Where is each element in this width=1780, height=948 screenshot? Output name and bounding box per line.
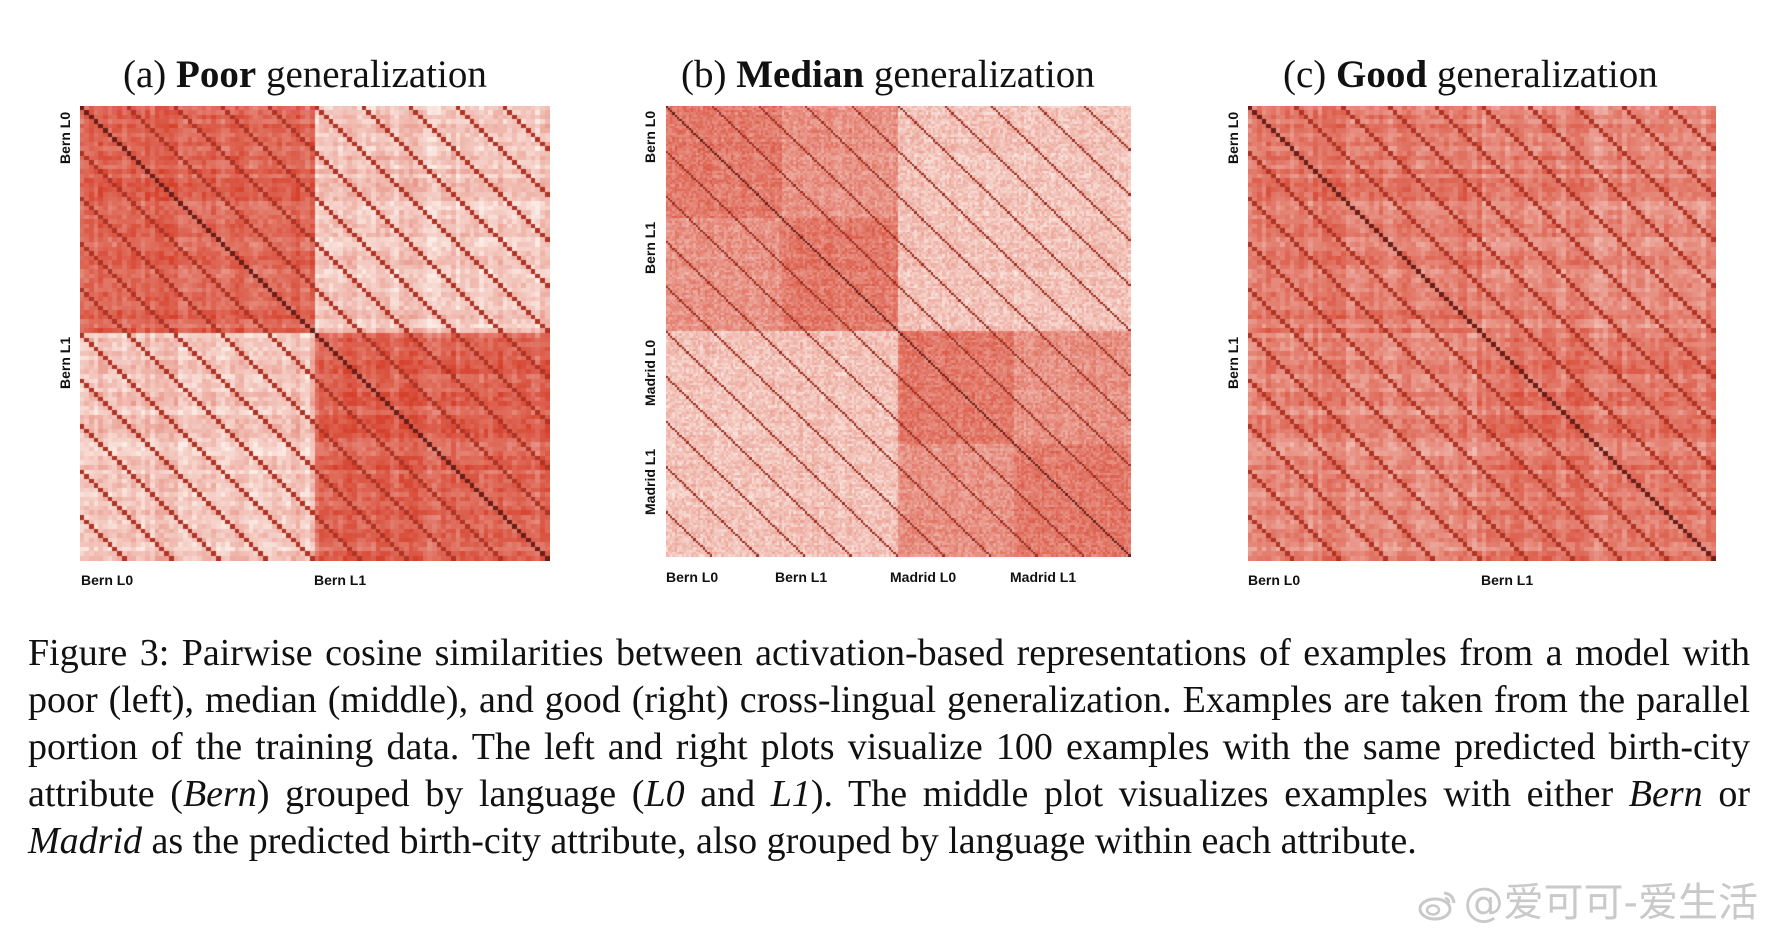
x-axis-label: Madrid L0 <box>890 569 957 585</box>
y-axis-label: Bern L1 <box>57 336 73 389</box>
x-axis-label: Madrid L1 <box>1010 569 1077 585</box>
watermark: @爱可可-爱生活 <box>1418 870 1758 928</box>
x-axis-label: Bern L0 <box>81 572 134 588</box>
y-axis-label: Bern L0 <box>57 111 73 164</box>
x-axis-label: Bern L1 <box>1481 572 1534 588</box>
figure-caption: Figure 3: Pairwise cosine similarities b… <box>28 632 1750 862</box>
watermark-text: @爱可可-爱生活 <box>1463 880 1758 926</box>
x-axis-label: Bern L1 <box>775 569 828 585</box>
x-axis-label: Bern L0 <box>1248 572 1301 588</box>
similarity-heatmap <box>666 106 1131 557</box>
weibo-icon <box>1418 891 1456 921</box>
y-axis-label: Bern L1 <box>642 221 658 274</box>
similarity-heatmap <box>1248 106 1716 561</box>
y-axis-label: Madrid L1 <box>642 448 658 515</box>
similarity-heatmap <box>80 106 550 561</box>
x-axis-label: Bern L0 <box>666 569 719 585</box>
x-axis-label: Bern L1 <box>314 572 367 588</box>
y-axis-label: Bern L1 <box>1225 336 1241 389</box>
panel-title: (b) Median generalization <box>681 53 1095 96</box>
panel-title: (c) Good generalization <box>1283 53 1658 96</box>
y-axis-label: Bern L0 <box>642 110 658 163</box>
panel-title: (a) Poor generalization <box>123 53 487 96</box>
y-axis-label: Madrid L0 <box>642 339 658 406</box>
y-axis-label: Bern L0 <box>1225 111 1241 164</box>
